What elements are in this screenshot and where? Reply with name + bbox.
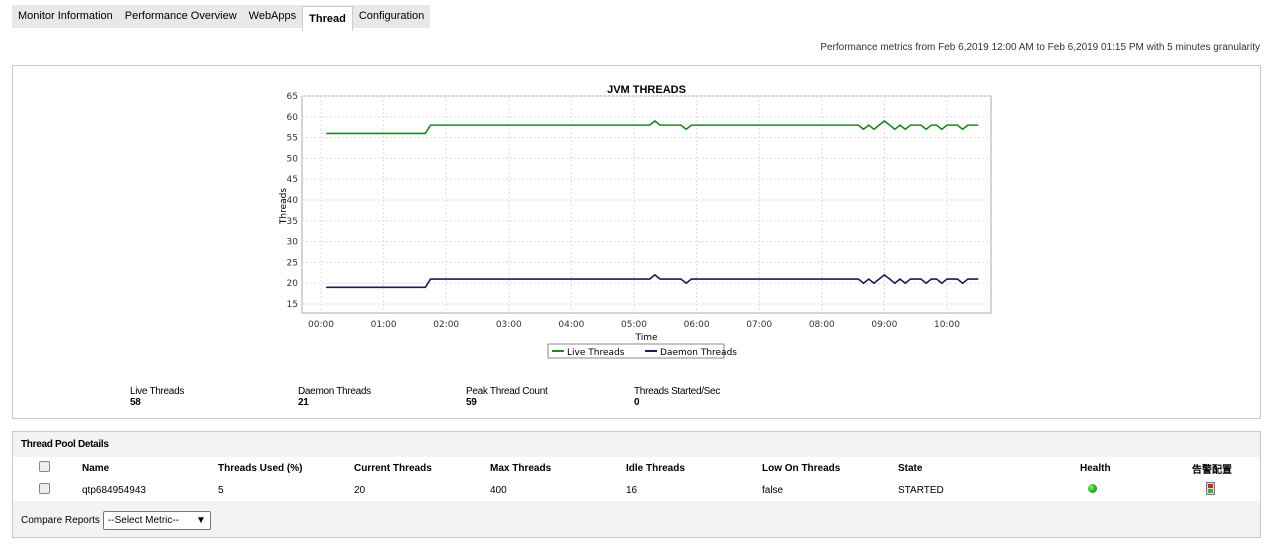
table-header: Name Threads Used (%) Current Threads Ma… bbox=[13, 457, 1260, 479]
series-line-live-threads bbox=[326, 119, 979, 135]
x-tick-label: 01:00 bbox=[371, 320, 397, 330]
stat-live-threads: Live Threads 58 bbox=[130, 386, 185, 408]
cell-low: false bbox=[762, 484, 784, 496]
y-axis-label: Threads bbox=[279, 188, 289, 225]
compare-label: Compare Reports bbox=[21, 515, 100, 526]
plot-area bbox=[301, 95, 992, 314]
thread-pool-table: Name Threads Used (%) Current Threads Ma… bbox=[13, 457, 1260, 501]
cell-max: 400 bbox=[490, 484, 507, 496]
tab-thread[interactable]: Thread bbox=[302, 6, 353, 31]
tab-bar: Monitor Information Performance Overview… bbox=[12, 5, 431, 31]
series-line-daemon-threads bbox=[326, 273, 979, 289]
col-low-on-threads: Low On Threads bbox=[762, 462, 841, 474]
x-tick-label: 05:00 bbox=[621, 320, 647, 330]
y-tick-label: 50 bbox=[287, 154, 299, 164]
y-tick-label: 55 bbox=[287, 134, 298, 144]
jvm-threads-chart: JVM THREADS 15 20 25 30 35 40 45 50 55 60 65 00:00 01… bbox=[279, 84, 992, 359]
x-tick-label: 10:00 bbox=[934, 320, 960, 330]
col-state: State bbox=[898, 462, 923, 474]
x-tick-label: 02:00 bbox=[433, 320, 459, 330]
y-tick-label: 30 bbox=[287, 238, 299, 248]
cell-state: STARTED bbox=[898, 484, 944, 496]
dropdown-arrow-icon: ▼ bbox=[196, 515, 206, 526]
legend-label: Daemon Threads bbox=[660, 348, 737, 358]
y-tick-label: 40 bbox=[287, 196, 299, 206]
x-tick-label: 04:00 bbox=[558, 320, 584, 330]
thread-pool-panel: Thread Pool Details Name Threads Used (%… bbox=[12, 431, 1261, 538]
legend-label: Live Threads bbox=[567, 348, 625, 358]
health-ok-icon[interactable] bbox=[1088, 484, 1097, 493]
stat-daemon-threads: Daemon Threads 21 bbox=[298, 386, 371, 408]
tab-performance-overview[interactable]: Performance Overview bbox=[124, 10, 237, 22]
y-tick-label: 20 bbox=[287, 279, 299, 289]
y-tick-label: 15 bbox=[287, 300, 298, 310]
x-tick-label: 08:00 bbox=[809, 320, 835, 330]
cell-current: 20 bbox=[354, 484, 366, 496]
x-tick-label: 06:00 bbox=[684, 320, 710, 330]
tab-webapps[interactable]: WebApps bbox=[248, 10, 297, 22]
select-value: --Select Metric-- bbox=[107, 515, 180, 526]
col-threads-used: Threads Used (%) bbox=[218, 462, 303, 474]
alarm-config-icon[interactable] bbox=[1206, 482, 1215, 495]
x-tick-label: 00:00 bbox=[308, 320, 334, 330]
y-tick-label: 60 bbox=[287, 113, 299, 123]
y-tick-label: 35 bbox=[287, 217, 298, 227]
x-tick-label: 03:00 bbox=[496, 320, 522, 330]
cell-used: 5 bbox=[218, 484, 224, 496]
tab-monitor-information[interactable]: Monitor Information bbox=[18, 10, 113, 22]
stat-peak-thread-count: Peak Thread Count 59 bbox=[466, 386, 548, 408]
col-name: Name bbox=[82, 462, 110, 474]
y-tick-label: 65 bbox=[287, 92, 298, 102]
select-all-checkbox[interactable] bbox=[39, 461, 50, 472]
col-max-threads: Max Threads bbox=[490, 462, 552, 474]
compare-reports: Compare Reports --Select Metric-- ▼ bbox=[21, 511, 211, 530]
col-health: Health bbox=[1080, 462, 1111, 474]
time-range-text: Performance metrics from Feb 6,2019 12:0… bbox=[820, 42, 1260, 53]
tab-configuration[interactable]: Configuration bbox=[358, 10, 425, 22]
chart-title: JVM THREADS bbox=[607, 84, 686, 96]
chart-panel: JVM THREADS 15 20 25 30 35 40 45 50 55 60 65 00:00 01… bbox=[12, 65, 1261, 419]
y-tick-label: 25 bbox=[287, 258, 298, 268]
col-current-threads: Current Threads bbox=[354, 462, 432, 474]
y-tick-label: 45 bbox=[287, 175, 298, 185]
stat-threads-started: Threads Started/Sec 0 bbox=[634, 386, 721, 408]
cell-name: qtp684954943 bbox=[82, 484, 146, 496]
x-tick-label: 09:00 bbox=[871, 320, 897, 330]
pool-title: Thread Pool Details bbox=[21, 439, 109, 450]
cell-idle: 16 bbox=[626, 484, 638, 496]
legend-box bbox=[547, 343, 725, 359]
thread-stats: Live Threads 58 Daemon Threads 21 Peak Thr… bbox=[130, 386, 802, 408]
table-row: qtp684954943 5 20 400 16 false STARTED bbox=[13, 479, 1260, 501]
x-tick-label: 07:00 bbox=[746, 320, 772, 330]
col-alarm-config: 告警配置 bbox=[1192, 464, 1232, 476]
x-axis-label: Time bbox=[634, 333, 657, 343]
row-checkbox[interactable] bbox=[39, 483, 50, 494]
metric-select[interactable]: --Select Metric-- ▼ bbox=[102, 511, 211, 530]
col-idle-threads: Idle Threads bbox=[626, 462, 685, 474]
